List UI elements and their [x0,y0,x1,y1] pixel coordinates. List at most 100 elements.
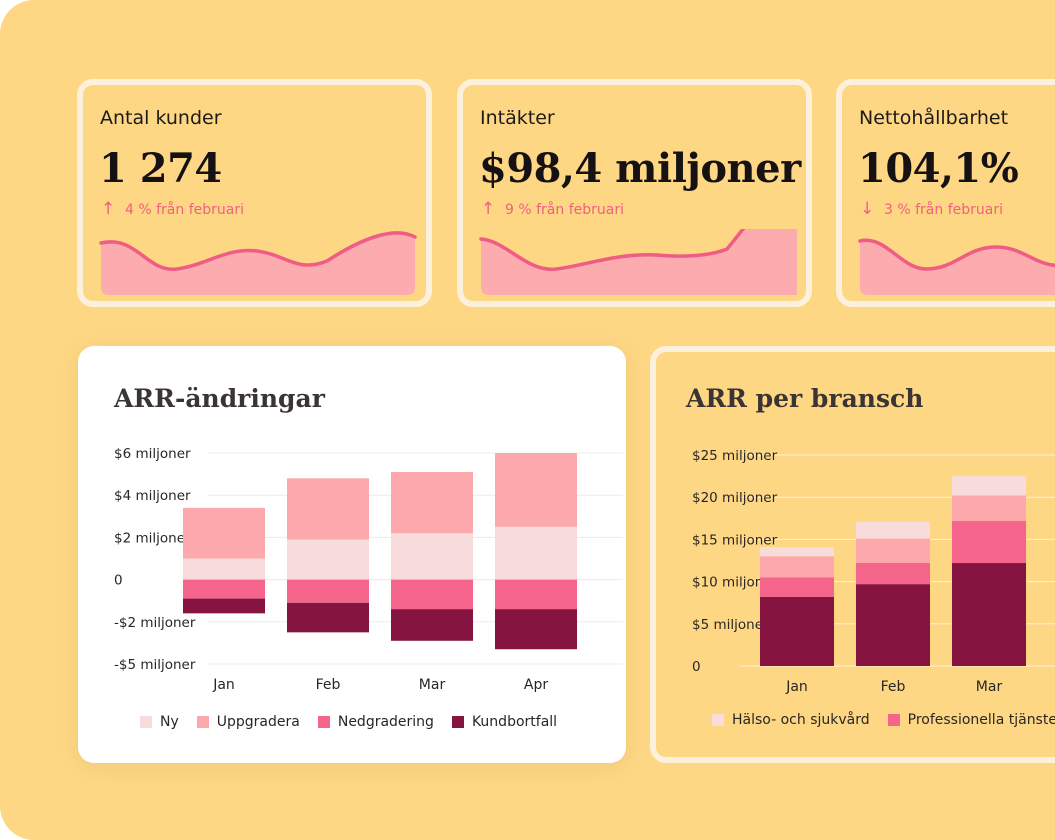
sparkline-revenue [479,229,797,299]
x-tick-label: Feb [316,677,341,693]
chart-title: ARR per bransch [686,384,924,413]
legend-label: Hälso- och sjukvård [732,712,870,728]
y-tick-label: $5 miljoner [692,617,769,633]
sparkline-area [481,229,797,295]
y-tick-label: 0 [692,659,701,675]
bar-segment-nedgradering-feb[interactable] [287,579,369,603]
kpi-delta: ↓ 3 % från februari [860,199,1003,219]
bar-segment-professionella-tjänster-mar[interactable] [952,520,1026,564]
legend-item[interactable]: Uppgradera [196,714,300,730]
legend-item[interactable]: Professionella tjänster [887,712,1055,728]
bar-segment-professionella-tjänster-feb[interactable] [856,563,930,585]
x-tick-label: Mar [976,679,1003,695]
bar-segment-hälso-och-sjukvård-mar[interactable] [952,476,1026,496]
y-tick-label: -$5 miljoner [114,657,196,673]
legend-swatch [451,716,464,728]
legend-item[interactable]: Kundbortfall [451,714,558,730]
bar-segment-nedgradering-mar[interactable] [391,579,473,610]
legend-item[interactable]: Ny [140,714,179,730]
sparkline-line [858,238,1055,271]
y-tick-label: $2 miljoner [114,530,191,546]
bar-segment-kundbortfall-mar[interactable] [391,609,473,641]
arr-by-industry-card: ARR per bransch $25 miljoner $20 miljoner… [650,346,1055,763]
sparkline-customers [99,231,417,295]
bar-segment-uppgradera-mar[interactable] [391,471,473,534]
bar-segment-hälso-och-sjukvård-feb[interactable] [856,521,930,539]
y-tick-label: -$2 miljoner [114,615,196,631]
bar-segment-series-0-mar[interactable] [952,563,1026,666]
y-tick-label: 0 [114,573,123,589]
sparkline-line [99,231,417,271]
kpi-delta: ↑ 4 % från februari [101,199,244,219]
legend-swatch [887,714,900,726]
legend-label: Uppgradera [216,714,300,730]
kpi-card-customers[interactable]: Antal kunder 1 274 ↑ 4 % från februari [77,79,432,307]
bar-segment-professionella-tjänster-jan[interactable] [760,577,834,597]
kpi-delta-text: 3 % från februari [884,202,1003,218]
legend-item[interactable]: Nedgradering [317,714,434,730]
bar-segment-series-0-jan[interactable] [760,596,834,666]
arr-changes-card: ARR-ändringar $6 miljoner $4 miljoner $2 m… [78,346,626,763]
x-tick-label: Jan [212,677,235,693]
y-tick-label: $25 miljoner [692,448,778,464]
y-tick-label: $20 miljoner [692,490,778,506]
bar-segment-uppgradera-apr[interactable] [495,453,577,527]
chart-title: ARR-ändringar [114,384,325,413]
bar-segment-kundbortfall-feb[interactable] [287,602,369,633]
sparkline-area [860,240,1055,295]
legend-label: Ny [160,714,179,730]
y-tick-label: $6 miljoner [114,446,191,462]
kpi-value: $98,4 miljoner [479,145,801,192]
x-tick-label: Jan [785,679,808,695]
y-tick-label: $4 miljoner [114,488,191,504]
y-tick-label: $15 miljoner [692,532,778,548]
legend-swatch [317,716,330,728]
legend-swatch [140,716,152,728]
kpi-title: Antal kunder [100,107,222,129]
bar-segment-hälso-och-sjukvård-jan[interactable] [760,546,834,557]
sparkline-area [101,232,415,295]
x-tick-label: Mar [419,677,446,693]
legend-swatch [712,714,724,726]
arr-by-industry-legend: Hälso- och sjukvård Professionella tjänst… [712,712,1055,728]
bar-segment-ny-apr[interactable] [495,526,577,580]
bar-segment-ny-feb[interactable] [287,539,369,580]
bar-segment-nedgradering-jan[interactable] [183,579,265,599]
x-tick-label: Feb [881,679,906,695]
bar-segment-kundbortfall-jan[interactable] [183,598,265,614]
arr-changes-legend: Ny Uppgradera Nedgradering Kundbortfall [140,714,575,730]
bar-segment-series-2-mar[interactable] [952,495,1026,521]
kpi-value: 1 274 [99,145,222,192]
bar-segment-series-0-feb[interactable] [856,584,930,666]
y-tick-label: $10 miljoner [692,575,778,591]
kpi-title: Nettohållbarhet [859,107,1009,129]
kpi-card-revenue[interactable]: Intäkter $98,4 miljoner ↑ 9 % från februa… [457,79,812,307]
sparkline-line [479,229,746,271]
bar-segment-series-2-feb[interactable] [856,538,930,564]
bar-segment-ny-jan[interactable] [183,558,265,580]
legend-label: Professionella tjänster [907,712,1055,728]
kpi-value: 104,1% [858,145,1019,192]
legend-label: Nedgradering [337,714,434,730]
sparkline-retention [858,238,1055,295]
bar-segment-series-2-jan[interactable] [760,556,834,578]
kpi-title: Intäkter [480,107,555,129]
kpi-card-retention[interactable]: Nettohållbarhet 104,1% ↓ 3 % från februar… [836,79,1055,307]
bar-segment-uppgradera-feb[interactable] [287,478,369,540]
bar-segment-uppgradera-jan[interactable] [183,507,265,559]
bar-segment-ny-mar[interactable] [391,533,473,580]
arr-changes-chart: $6 miljoner $4 miljoner $2 miljoner 0 -$2 mi… [114,446,623,693]
arr-by-industry-chart: $25 miljoner $20 miljoner $15 miljoner $10 … [692,448,1055,695]
kpi-delta-text: 4 % från februari [125,202,244,218]
arrow-down-icon: ↓ [860,199,875,219]
x-tick-label: Apr [524,677,548,693]
bar-segment-kundbortfall-apr[interactable] [495,609,577,650]
bar-segment-nedgradering-apr[interactable] [495,579,577,610]
arrow-up-icon: ↑ [481,199,496,219]
arrow-up-icon: ↑ [101,199,116,219]
legend-label: Kundbortfall [471,714,558,730]
legend-item[interactable]: Hälso- och sjukvård [712,712,870,728]
kpi-delta: ↑ 9 % från februari [481,199,624,219]
kpi-delta-text: 9 % från februari [505,202,624,218]
